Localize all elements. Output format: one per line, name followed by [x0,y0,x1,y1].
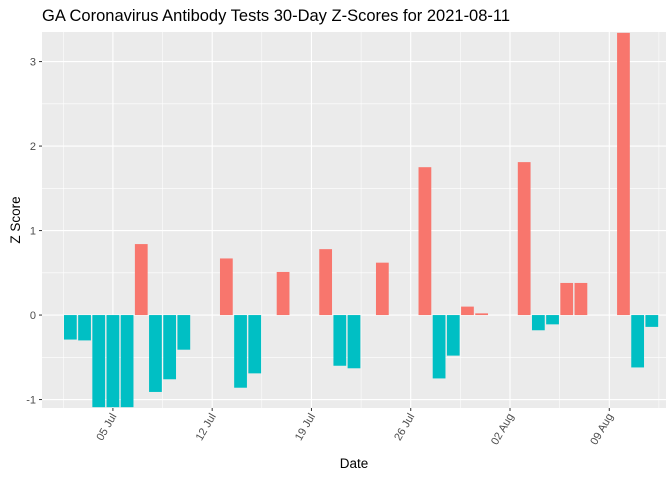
bar [645,315,659,327]
bar [149,315,162,392]
bar [461,306,474,316]
bar [560,282,574,316]
bar [546,315,559,325]
bar [177,315,191,350]
bar [78,315,91,341]
bar [333,315,347,366]
bar [375,262,389,316]
y-tick-label: 1 [30,226,36,238]
y-tick-label: 2 [30,141,36,153]
x-axis-title: Date [340,456,369,471]
bar [63,315,77,340]
bar [92,315,106,408]
bar [446,315,460,356]
bar [432,315,446,379]
y-axis: -1 0 1 2 3 [26,57,42,407]
bar [248,315,262,374]
bar [319,249,333,316]
y-axis-title: Z Score [8,196,23,243]
bar [517,162,531,316]
bar [475,313,489,316]
bar [106,315,120,408]
bar [219,258,233,316]
y-tick-label: 3 [30,57,36,69]
bar [617,32,630,316]
bars [63,32,659,408]
bar [531,315,545,331]
bar [347,315,361,369]
bar [120,315,134,408]
bar [276,271,290,316]
bar [631,315,645,368]
bar [234,315,247,388]
bar [418,167,432,316]
y-tick-label: -1 [26,395,36,407]
chart-title: GA Coronavirus Antibody Tests 30-Day Z-S… [42,7,510,25]
bar [574,282,588,316]
bar [134,244,148,316]
y-tick-label: 0 [30,310,36,322]
bar [163,315,177,380]
